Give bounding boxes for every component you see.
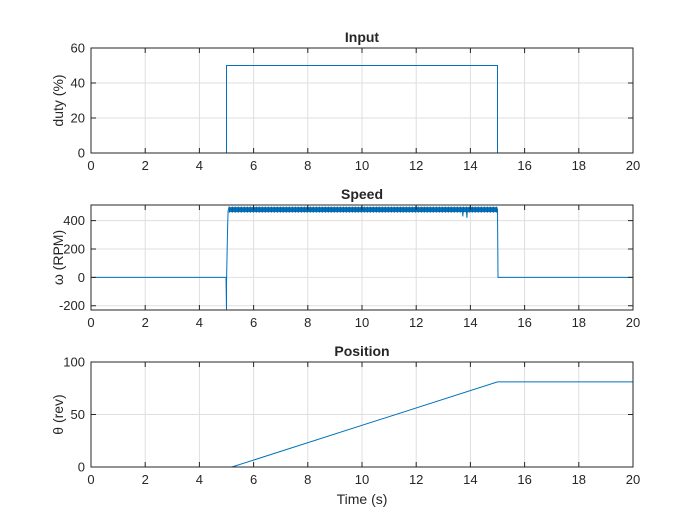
y-tick-label: 400 — [63, 213, 85, 228]
series-line-1 — [91, 65, 633, 153]
y-tick-label: 0 — [78, 460, 85, 475]
y-axis-label: ω (RPM) — [50, 230, 66, 285]
y-tick-label: 50 — [71, 407, 85, 422]
chart-title: Input — [345, 29, 380, 45]
x-tick-label: 16 — [517, 158, 531, 173]
x-axis-label: Time (s) — [337, 491, 388, 507]
x-tick-label: 18 — [572, 472, 586, 487]
x-tick-label: 2 — [142, 472, 149, 487]
axes-1: 0 2 4 6 8 10 12 14 16 18 20 0 20 40 60 Input duty (%) — [50, 29, 640, 173]
x-tick-label: 2 — [142, 315, 149, 330]
x-tick-label: 4 — [196, 472, 203, 487]
y-tick-label: 100 — [63, 355, 85, 370]
x-tick-label: 12 — [409, 158, 423, 173]
y-tick-label: 0 — [78, 146, 85, 161]
x-tick-label: 4 — [196, 315, 203, 330]
x-tick-label: 8 — [304, 158, 311, 173]
x-tick-label: 16 — [517, 472, 531, 487]
x-tick-label: 20 — [626, 472, 640, 487]
x-tick-label: 18 — [572, 158, 586, 173]
x-tick-label: 2 — [142, 158, 149, 173]
x-tick-label: 8 — [304, 315, 311, 330]
y-tick-label: 60 — [71, 41, 85, 56]
x-tick-label: 20 — [626, 158, 640, 173]
x-tick-label: 14 — [463, 472, 477, 487]
axes-3: 0 2 4 6 8 10 12 14 16 18 20 0 50 100 Position θ (rev) Ti… — [50, 343, 640, 507]
chart-title: Speed — [341, 186, 383, 202]
x-tick-label: 8 — [304, 472, 311, 487]
y-tick-label: 200 — [63, 241, 85, 256]
y-tick-label: 40 — [71, 76, 85, 91]
x-tick-label: 10 — [355, 158, 369, 173]
y-axis-label: duty (%) — [50, 74, 66, 126]
y-tick-label: 20 — [71, 111, 85, 126]
y-tick-label: 0 — [78, 270, 85, 285]
x-tick-label: 0 — [87, 158, 94, 173]
x-tick-label: 6 — [250, 315, 257, 330]
x-tick-label: 0 — [87, 315, 94, 330]
x-tick-label: 14 — [463, 158, 477, 173]
x-tick-label: 12 — [409, 472, 423, 487]
x-tick-label: 0 — [87, 472, 94, 487]
x-tick-label: 14 — [463, 315, 477, 330]
x-tick-label: 4 — [196, 158, 203, 173]
ripple-band — [228, 206, 498, 213]
x-tick-label: 20 — [626, 315, 640, 330]
x-tick-label: 10 — [355, 315, 369, 330]
x-tick-label: 10 — [355, 472, 369, 487]
series-line-1 — [91, 381, 633, 467]
y-tick-label: -200 — [59, 298, 85, 313]
x-tick-label: 12 — [409, 315, 423, 330]
x-tick-label: 18 — [572, 315, 586, 330]
x-tick-label: 6 — [250, 158, 257, 173]
x-tick-label: 16 — [517, 315, 531, 330]
chart-title: Position — [334, 343, 389, 359]
ripple-fill — [229, 207, 498, 213]
x-tick-label: 6 — [250, 472, 257, 487]
y-axis-label: θ (rev) — [50, 394, 66, 434]
